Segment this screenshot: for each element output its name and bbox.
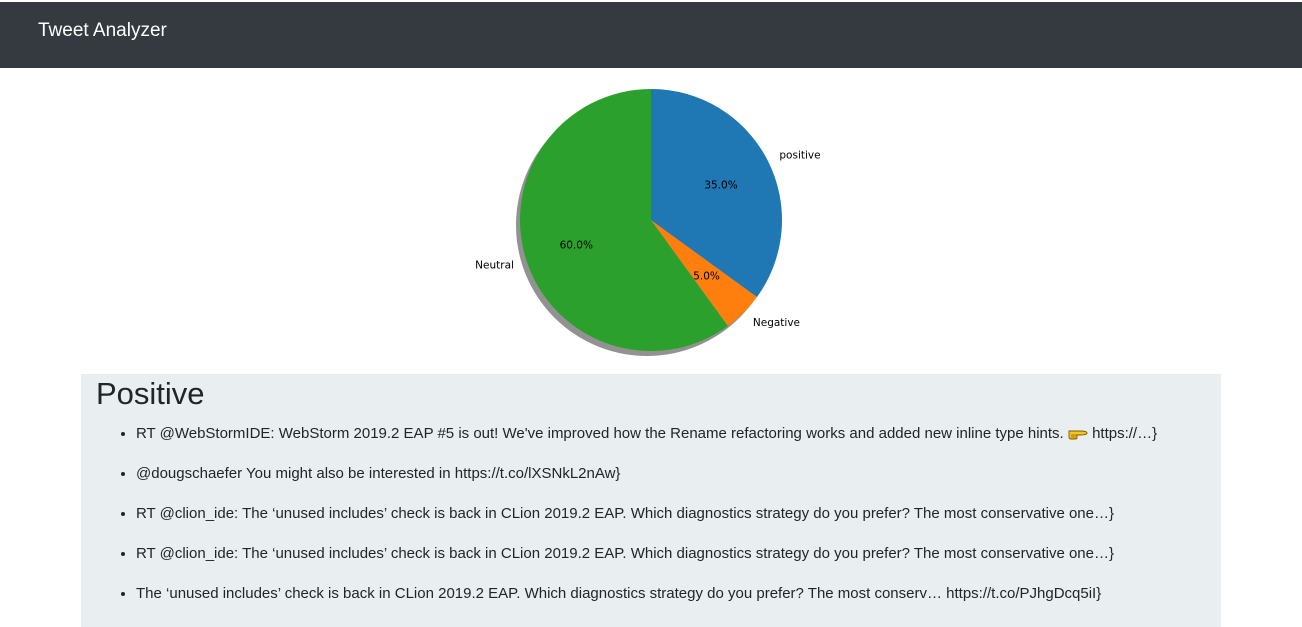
- section-title: Positive: [96, 376, 205, 411]
- pie-slice-negative: [651, 220, 757, 326]
- positive-tweets-section: Positive RT @WebStormIDE: WebStorm 2019.…: [81, 374, 1221, 627]
- top-navbar: Tweet Analyzer: [0, 2, 1302, 68]
- pie-category-label: positive: [779, 150, 820, 162]
- list-item: RT @clion_ide: The ‘unused includes’ che…: [136, 542, 1196, 566]
- tweet-text: The ‘unused includes’ check is back in C…: [136, 585, 1102, 602]
- tweet-link[interactable]: https://…}: [1092, 425, 1158, 442]
- tweet-list: RT @WebStormIDE: WebStorm 2019.2 EAP #5 …: [81, 422, 1196, 622]
- sentiment-pie-chart: 60.0% Neutral 5.0% Negative 35.0% positive: [440, 72, 860, 372]
- list-item: RT @WebStormIDE: WebStorm 2019.2 EAP #5 …: [136, 422, 1196, 446]
- pie-value-label: 60.0%: [560, 239, 593, 251]
- list-item: @dougschaefer You might also be interest…: [136, 462, 1196, 486]
- tweet-text: RT @WebStormIDE: WebStorm 2019.2 EAP #5 …: [136, 425, 1064, 442]
- tweet-text: RT @clion_ide: The ‘unused includes’ che…: [136, 545, 1114, 562]
- pie-chart-svg: 60.0% Neutral 5.0% Negative 35.0% positive: [475, 89, 821, 356]
- tweet-text: @dougschaefer You might also be interest…: [136, 465, 621, 482]
- pie-category-label: Neutral: [475, 260, 514, 272]
- list-item: RT @clion_ide: The ‘unused includes’ che…: [136, 502, 1196, 526]
- list-item: The ‘unused includes’ check is back in C…: [136, 582, 1196, 606]
- pie-slice-neutral: [520, 89, 728, 352]
- brand-title[interactable]: Tweet Analyzer: [38, 20, 167, 41]
- pie-slice-positive: [651, 89, 782, 297]
- backhand-index-pointing-right-icon: [1068, 430, 1088, 440]
- pie-value-label: 35.0%: [704, 179, 737, 191]
- tweet-text: RT @clion_ide: The ‘unused includes’ che…: [136, 505, 1114, 522]
- pie-category-label: Negative: [753, 317, 800, 329]
- pie-value-label: 5.0%: [693, 271, 720, 283]
